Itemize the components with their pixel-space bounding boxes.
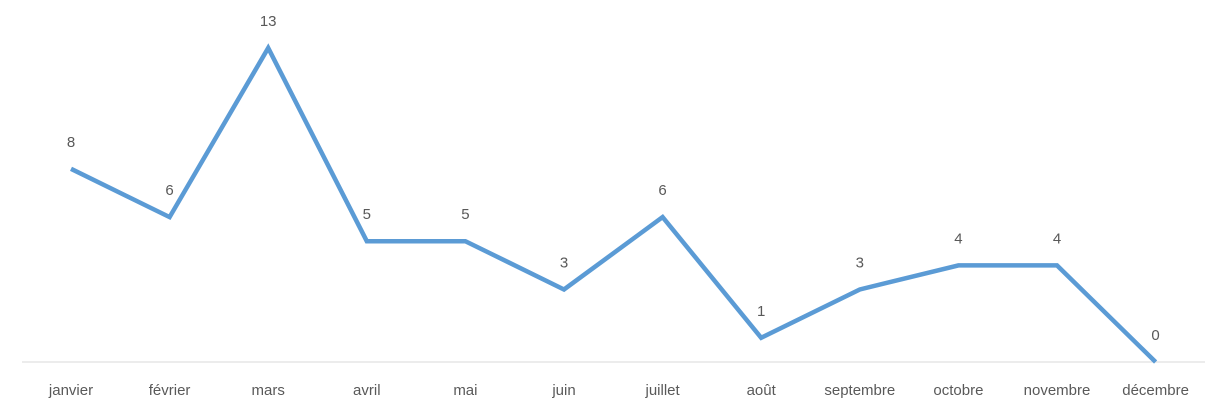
data-label-octobre: 4 [954, 230, 962, 247]
data-label-mai: 5 [461, 206, 469, 223]
x-tick-label-novembre: novembre [1024, 382, 1091, 399]
x-tick-labels-group: janvier février mars avril mai juin juillet aoû… [48, 382, 1189, 399]
data-label-avril: 5 [363, 206, 371, 223]
x-tick-label-décembre: décembre [1122, 382, 1189, 399]
x-tick-label-avril: avril [353, 382, 381, 399]
data-label-mars: 13 [260, 13, 277, 30]
data-label-juin: 3 [560, 255, 568, 272]
x-tick-label-juillet: juillet [645, 382, 681, 399]
x-tick-label-janvier: janvier [48, 382, 93, 399]
x-tick-label-mars: mars [252, 382, 285, 399]
data-label-janvier: 8 [67, 134, 75, 151]
x-tick-label-septembre: septembre [824, 382, 895, 399]
data-label-août: 1 [757, 303, 765, 320]
series-line [70, 43, 1158, 364]
x-tick-label-octobre: octobre [933, 382, 983, 399]
x-tick-label-juin: juin [551, 382, 575, 399]
data-label-juillet: 6 [658, 182, 666, 199]
data-label-novembre: 4 [1053, 230, 1061, 247]
x-tick-label-mai: mai [453, 382, 477, 399]
data-label-septembre: 3 [856, 255, 864, 272]
x-tick-label-août: août [747, 382, 777, 399]
x-tick-label-février: février [149, 382, 191, 399]
data-label-février: 6 [165, 182, 173, 199]
data-label-décembre: 0 [1151, 327, 1159, 344]
